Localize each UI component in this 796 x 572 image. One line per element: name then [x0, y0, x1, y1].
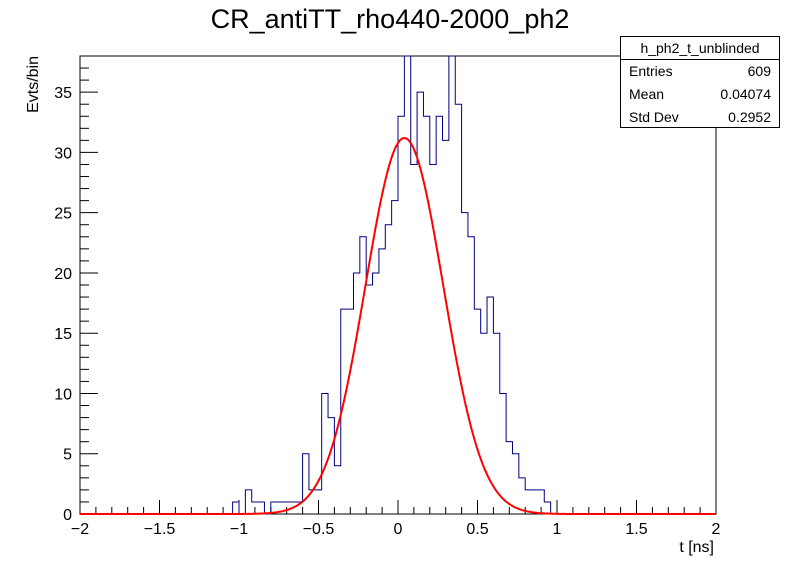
stats-row-entries: Entries 609	[621, 60, 779, 83]
x-tick-label: −1	[230, 521, 248, 538]
x-tick-label: 2	[712, 521, 721, 538]
stats-row-stddev: Std Dev 0.2952	[621, 106, 779, 129]
stats-entries-value: 609	[747, 63, 771, 79]
x-tick-label: 1.5	[625, 521, 647, 538]
y-tick-label: 5	[63, 447, 72, 464]
y-tick-label: 0	[63, 507, 72, 524]
stats-mean-label: Mean	[629, 86, 665, 102]
y-tick-label: 35	[54, 85, 72, 102]
stats-histogram-name: h_ph2_t_unblinded	[621, 37, 779, 60]
x-tick-label: 0	[394, 521, 403, 538]
x-tick-label: −2	[71, 521, 89, 538]
x-tick-label: 1	[553, 521, 562, 538]
chart-title: CR_antiTT_rho440-2000_ph2	[210, 4, 570, 34]
y-tick-label: 15	[54, 326, 72, 343]
stats-box: h_ph2_t_unblinded Entries 609 Mean 0.040…	[620, 36, 780, 128]
stats-mean-value: 0.04074	[720, 86, 771, 102]
y-tick-label: 20	[54, 266, 72, 283]
x-tick-label: −0.5	[303, 521, 335, 538]
y-tick-label: 10	[54, 386, 72, 403]
y-tick-label: 30	[54, 145, 72, 162]
fit-series	[80, 136, 716, 515]
stats-stddev-label: Std Dev	[629, 109, 679, 125]
x-tick-label: 0.5	[466, 521, 488, 538]
x-tick-label: −1.5	[144, 521, 176, 538]
stats-stddev-value: 0.2952	[728, 109, 771, 125]
y-tick-label: 25	[54, 206, 72, 223]
x-axis-label: t [ns]	[679, 539, 714, 556]
gaussian-fit-curve	[80, 136, 716, 515]
stats-entries-label: Entries	[629, 63, 673, 79]
stats-row-mean: Mean 0.04074	[621, 83, 779, 106]
y-axis-label: Evts/bin	[25, 56, 42, 113]
